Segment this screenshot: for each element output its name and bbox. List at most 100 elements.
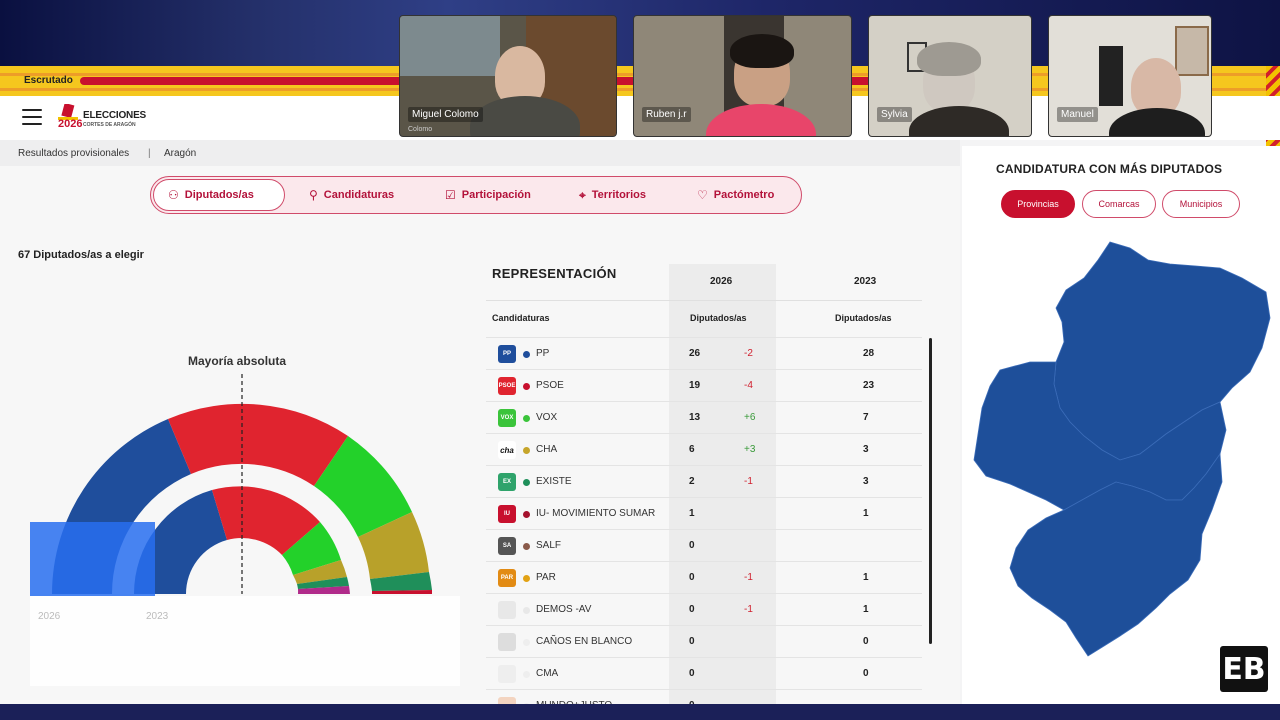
party-color-dot — [523, 479, 530, 486]
seats-2026: 19 — [689, 380, 701, 391]
seats-change: -2 — [744, 348, 753, 359]
party-logo: SA — [498, 537, 516, 555]
tab-participacion[interactable]: ☑ Participación — [431, 179, 561, 211]
table-scrollbar[interactable] — [929, 338, 932, 644]
video-tile[interactable]: Miguel Colomo Colomo — [399, 15, 617, 137]
scrutiny-label: Escrutado — [24, 75, 73, 86]
filter-comarcas[interactable]: Comarcas — [1082, 190, 1156, 218]
party-name: CAÑOS EN BLANCO — [536, 636, 633, 647]
video-tile[interactable]: Manuel — [1048, 15, 1212, 137]
tab-label: Candidaturas — [323, 189, 395, 201]
participant-name: Ruben j.r — [642, 107, 691, 122]
tab-label: Participación — [461, 189, 531, 201]
seats-2026: 13 — [689, 412, 701, 423]
hemicycle-2023-pp — [133, 490, 227, 594]
party-color-dot — [523, 671, 530, 678]
party-color-dot — [523, 575, 530, 582]
hamburger-menu-icon[interactable] — [22, 109, 42, 125]
video-overlay-white — [30, 596, 460, 686]
filter-provincias[interactable]: Provincias — [1001, 190, 1075, 218]
seats-column-header: Diputados/as — [690, 313, 747, 323]
hemicycle-2026-existe — [370, 572, 432, 591]
tab-diputados[interactable]: ⚇ Diputados/as — [153, 179, 285, 211]
party-name: PAR — [536, 572, 556, 583]
party-name: PP — [536, 348, 550, 359]
breadcrumb-item[interactable]: Aragón — [164, 148, 197, 159]
hemicycle-label-2026: 2026 — [38, 611, 61, 622]
hemicycle-2023-psoe — [212, 486, 320, 555]
hemicycle-2026-vox — [314, 436, 412, 537]
seats-2023: 0 — [863, 636, 869, 647]
seats-2026: 1 — [689, 508, 695, 519]
candidates-icon: ⚲ — [309, 188, 318, 202]
table-row[interactable]: SA SALF 0 — [486, 529, 922, 561]
video-tile[interactable]: Sylvia — [868, 15, 1032, 137]
hemicycle-2023-vox — [282, 522, 341, 575]
table-row[interactable]: PP PP 26 -2 28 — [486, 337, 922, 369]
party-name: IU- MOVIMIENTO SUMAR — [536, 508, 656, 519]
seats-change: -4 — [744, 380, 753, 391]
tab-label: Diputados/as — [184, 189, 254, 201]
party-logo — [498, 601, 516, 619]
elections-logo[interactable]: 2026 ELECCIONES CORTES DE ARAGÓN — [58, 104, 148, 134]
table-row[interactable]: CMA 0 0 — [486, 657, 922, 689]
seats-2023: 1 — [863, 572, 869, 583]
table-row[interactable]: DEMOS -AV 0 -1 1 — [486, 593, 922, 625]
location-pin-icon: ⌖ — [579, 187, 586, 202]
participant-name: Miguel Colomo — [408, 107, 483, 122]
video-tile[interactable]: Ruben j.r — [633, 15, 852, 137]
tab-label: Pactómetro — [713, 189, 775, 201]
table-row[interactable]: EX EXISTE 2 -1 3 — [486, 465, 922, 497]
filter-municipios[interactable]: Municipios — [1162, 190, 1240, 218]
table-row[interactable]: VOX VOX 13 +6 7 — [486, 401, 922, 433]
pact-heart-icon: ♡ — [697, 188, 708, 202]
party-color-dot — [523, 415, 530, 422]
party-color-dot — [523, 351, 530, 358]
tab-territorios[interactable]: ⌖ Territorios — [565, 179, 675, 211]
seats-2023: 1 — [863, 508, 869, 519]
hemicycle-2026-cha — [358, 512, 429, 579]
party-logo: cha — [498, 441, 516, 459]
party-logo: EX — [498, 473, 516, 491]
seats-change: +3 — [744, 444, 756, 455]
ballot-icon: ☑ — [445, 188, 456, 202]
table-row[interactable]: IU IU- MOVIMIENTO SUMAR 1 1 — [486, 497, 922, 529]
party-color-dot — [523, 511, 530, 518]
seats-2026: 0 — [689, 572, 695, 583]
seats-2023: 23 — [863, 380, 875, 391]
hemicycle-2023-existe — [297, 577, 349, 589]
seats-2023: 1 — [863, 604, 869, 615]
party-color-dot — [523, 447, 530, 454]
party-color-dot — [523, 607, 530, 614]
table-row[interactable]: cha CHA 6 +3 3 — [486, 433, 922, 465]
participant-subtitle: Colomo — [408, 126, 433, 133]
party-color-dot — [523, 639, 530, 646]
breadcrumb-item[interactable]: Resultados provisionales — [18, 148, 130, 159]
table-row[interactable]: CAÑOS EN BLANCO 0 0 — [486, 625, 922, 657]
seats-to-elect: 67 Diputados/as a elegir — [18, 249, 144, 261]
seats-prev-column-header: Diputados/as — [835, 313, 892, 323]
hemicycle-2026-psoe — [168, 403, 348, 486]
map-region-huesca[interactable] — [1053, 241, 1271, 461]
seats-2026: 0 — [689, 604, 695, 615]
party-name: DEMOS -AV — [536, 604, 592, 615]
users-icon: ⚇ — [168, 188, 179, 202]
party-logo: PAR — [498, 569, 516, 587]
party-name: EXISTE — [536, 476, 572, 487]
tab-pactometro[interactable]: ♡ Pactómetro — [683, 179, 799, 211]
party-logo — [498, 633, 516, 651]
seats-2023: 28 — [863, 348, 875, 359]
table-row[interactable]: PSOE PSOE 19 -4 23 — [486, 369, 922, 401]
party-color-dot — [523, 543, 530, 550]
tab-candidaturas[interactable]: ⚲ Candidaturas — [295, 179, 419, 211]
table-row[interactable]: PAR PAR 0 -1 1 — [486, 561, 922, 593]
hemicycle-label-2023: 2023 — [146, 611, 169, 622]
absolute-majority-label: Mayoría absoluta — [188, 354, 287, 368]
map-title: CANDIDATURA CON MÁS DIPUTADOS — [996, 162, 1223, 176]
hemicycle-2023-cha — [293, 560, 347, 584]
aragon-map[interactable] — [970, 238, 1272, 660]
logo-year: 2026 — [58, 118, 83, 130]
map-region-teruel[interactable] — [1009, 452, 1223, 657]
hemicycle-2026-iu — [372, 590, 433, 594]
party-color-dot — [523, 383, 530, 390]
